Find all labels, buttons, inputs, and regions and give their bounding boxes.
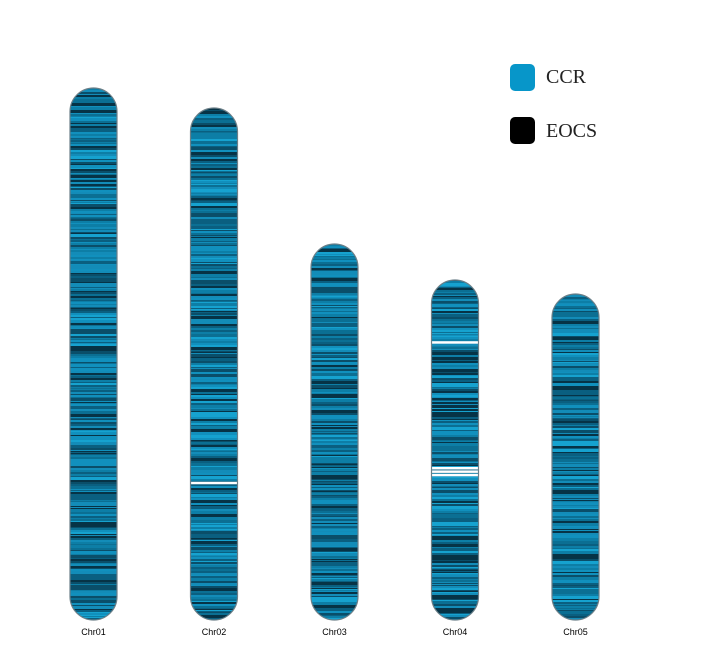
chromosome-label-chr04: Chr04 (443, 627, 468, 637)
legend-label-eocs: EOCS (546, 120, 597, 142)
legend: CCR EOCS (510, 64, 597, 144)
chromosome-chr05: Chr05 (551, 293, 600, 637)
chromosome-label-chr02: Chr02 (202, 627, 227, 637)
chromosome-chr01: Chr01 (69, 87, 118, 637)
chromosome-chr03: Chr03 (310, 243, 359, 637)
chromosome-label-chr01: Chr01 (81, 627, 106, 637)
chromosomes: Chr01 Chr02 Chr03 Chr04 Chr05 (69, 87, 600, 637)
chromosome-label-chr03: Chr03 (322, 627, 347, 637)
density-bands-chr02 (190, 108, 238, 620)
gap-band (431, 470, 479, 473)
chromosome-outline (310, 243, 359, 621)
chromosome-outline (69, 87, 118, 621)
chromosome-chr02: Chr02 (189, 107, 239, 637)
legend-swatch-ccr (510, 64, 535, 91)
legend-item-ccr: CCR (510, 64, 587, 91)
chromosome-outline (551, 293, 600, 621)
chromosome-label-chr05: Chr05 (563, 627, 588, 637)
density-bands-chr01 (70, 88, 117, 620)
density-bands-chr03 (311, 244, 358, 620)
gap-band (431, 473, 479, 477)
gap-band (431, 341, 479, 344)
chromosome-outline (430, 279, 480, 621)
chromosome-chr04: Chr04 (430, 279, 480, 637)
gap-band (190, 481, 238, 485)
gap-band (431, 467, 479, 470)
legend-swatch-eocs (510, 117, 535, 144)
legend-label-ccr: CCR (546, 66, 587, 88)
legend-item-eocs: EOCS (510, 117, 597, 144)
chromosome-outline (189, 107, 239, 621)
density-bands-chr05 (552, 294, 599, 620)
density-bands-chr04 (431, 280, 479, 620)
